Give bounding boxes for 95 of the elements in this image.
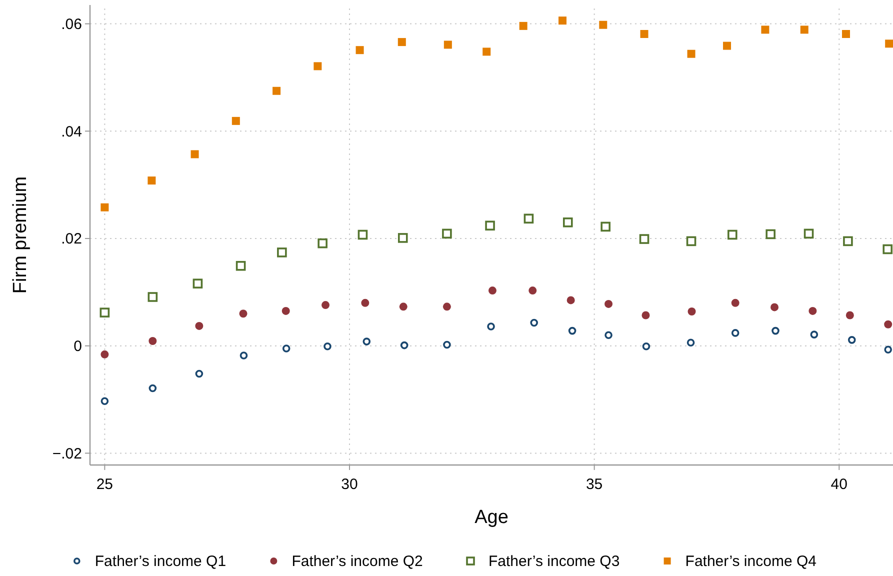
- point: [398, 38, 406, 46]
- point: [848, 336, 856, 344]
- point: [562, 217, 573, 228]
- point: [398, 233, 408, 243]
- point: [399, 302, 408, 311]
- point: [770, 303, 779, 312]
- legend-label: Father’s income Q3: [488, 553, 620, 570]
- point: [148, 292, 158, 302]
- point: [356, 46, 364, 54]
- point: [642, 342, 650, 350]
- point: [361, 298, 370, 307]
- legend-label: Father’s income Q1: [94, 553, 226, 570]
- point: [528, 286, 537, 295]
- point: [318, 238, 328, 248]
- point: [558, 16, 566, 25]
- point: [444, 40, 452, 49]
- point: [642, 311, 650, 320]
- point: [843, 236, 853, 246]
- y-axis-title: Firm premium: [10, 176, 31, 294]
- point: [723, 42, 732, 50]
- point: [599, 20, 608, 29]
- point: [443, 340, 451, 349]
- legend-label: Father’s income Q2: [292, 553, 423, 570]
- point: [604, 331, 612, 340]
- point: [640, 30, 648, 38]
- point: [358, 230, 368, 240]
- point: [148, 176, 156, 185]
- point: [488, 286, 496, 295]
- point: [568, 326, 576, 335]
- point: [772, 326, 780, 335]
- point: [761, 26, 770, 34]
- x-axis-title: Age: [474, 507, 508, 528]
- point: [485, 220, 495, 231]
- point: [600, 222, 610, 232]
- y-tick-label: .02: [61, 230, 82, 248]
- y-tick-label: −.02: [52, 445, 82, 462]
- point: [808, 306, 817, 315]
- x-tick-label: 30: [341, 476, 358, 493]
- point: [882, 244, 893, 254]
- point: [314, 62, 322, 70]
- point: [804, 228, 814, 239]
- point: [195, 322, 204, 330]
- point: [884, 346, 892, 354]
- point: [282, 306, 290, 315]
- point: [566, 296, 575, 304]
- point: [100, 397, 109, 406]
- y-tick-label: .06: [61, 16, 82, 34]
- point: [687, 50, 696, 58]
- point: [277, 248, 287, 258]
- point: [100, 203, 109, 212]
- point: [604, 300, 613, 308]
- point: [400, 341, 408, 350]
- point: [639, 234, 650, 244]
- point: [731, 298, 740, 307]
- point: [885, 40, 893, 48]
- point: [530, 318, 538, 327]
- point: [766, 229, 776, 240]
- point: [487, 322, 495, 330]
- point: [282, 344, 290, 352]
- point: [519, 22, 528, 30]
- point: [524, 214, 534, 224]
- point: [100, 308, 110, 318]
- x-tick-label: 25: [96, 476, 114, 493]
- point: [272, 86, 281, 95]
- point: [686, 338, 695, 347]
- x-tick-label: 35: [586, 476, 603, 493]
- point: [239, 310, 248, 318]
- point: [148, 384, 157, 392]
- point: [322, 301, 330, 310]
- point: [842, 30, 850, 38]
- point: [731, 329, 740, 337]
- point: [728, 230, 738, 240]
- point: [846, 311, 854, 320]
- point: [324, 342, 332, 350]
- point: [100, 350, 109, 358]
- point: [362, 338, 371, 346]
- y-tick-label: 0: [74, 338, 82, 356]
- legend-label: Father’s income Q4: [685, 553, 816, 570]
- y-tick-label: .04: [61, 123, 82, 140]
- point: [232, 116, 240, 125]
- point: [442, 228, 452, 239]
- point: [686, 236, 696, 246]
- point: [190, 150, 199, 158]
- point: [800, 26, 808, 34]
- point: [688, 307, 696, 316]
- point: [810, 330, 818, 338]
- point: [482, 48, 491, 56]
- point: [195, 370, 204, 378]
- point: [148, 337, 157, 346]
- point: [240, 352, 248, 360]
- x-tick-label: 40: [830, 476, 848, 493]
- point: [192, 278, 203, 288]
- point: [236, 260, 246, 271]
- point: [884, 320, 892, 328]
- point: [442, 302, 451, 311]
